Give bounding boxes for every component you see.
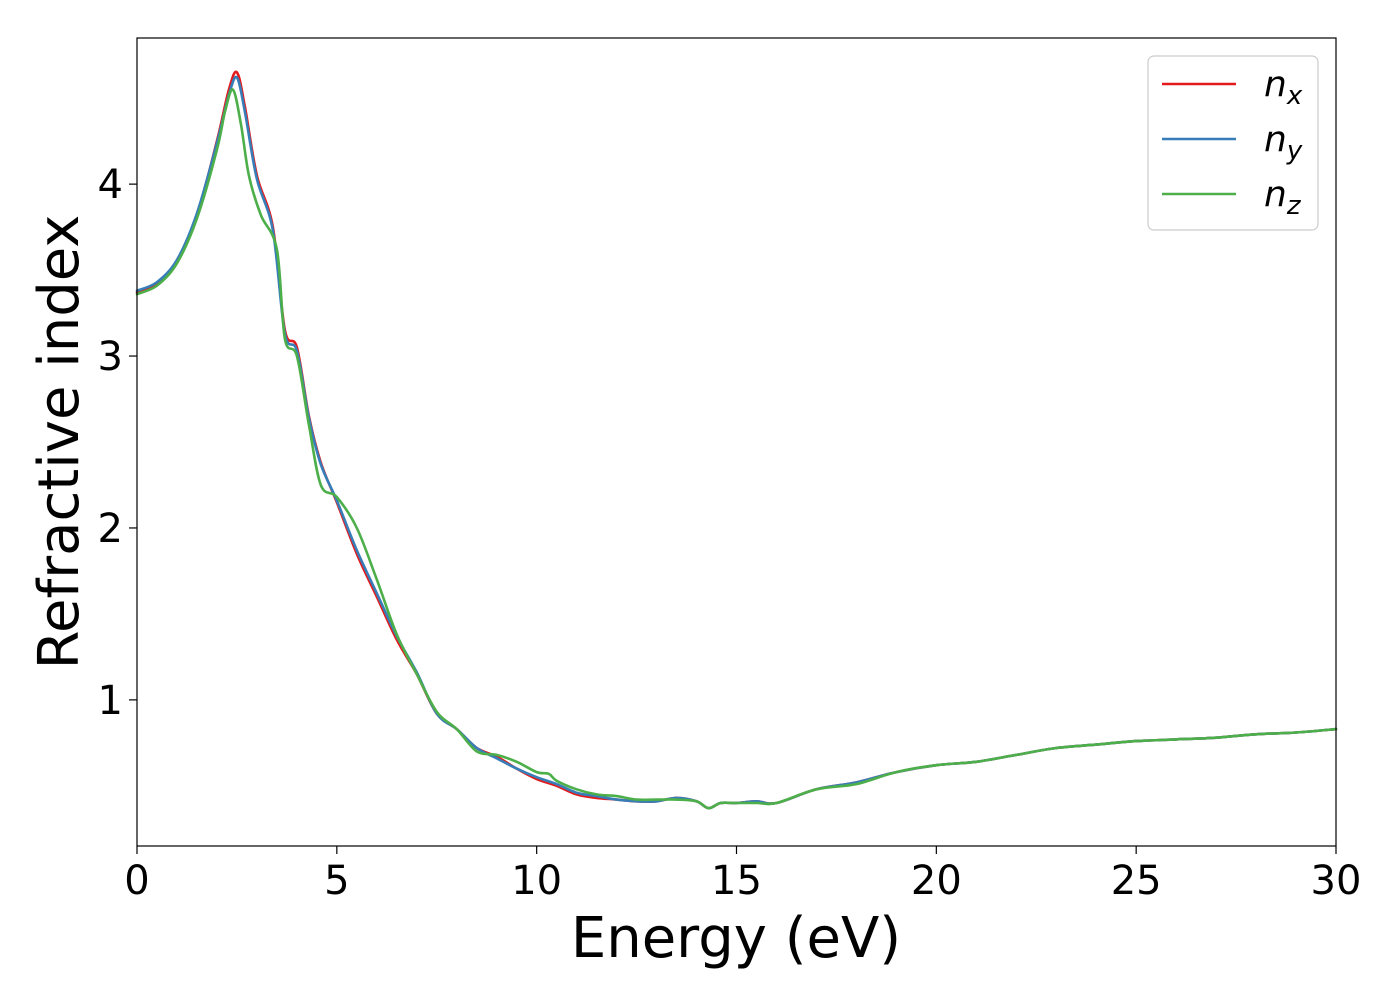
y-axis-ticks: 1 2 3 4 — [98, 162, 137, 724]
legend: nx ny nz — [1147, 55, 1319, 231]
y-tick-label: 4 — [98, 162, 123, 208]
x-axis-ticks: 0 5 10 15 20 25 30 — [124, 846, 1361, 904]
series-layer — [135, 70, 1338, 810]
x-tick-label: 0 — [124, 858, 149, 904]
x-tick-label: 30 — [1311, 858, 1362, 904]
series-line-nz — [135, 88, 1338, 810]
legend-label-nz: nz — [1264, 174, 1302, 221]
y-tick-label: 2 — [98, 506, 123, 552]
y-tick-label: 3 — [98, 334, 123, 380]
legend-label-ny: ny — [1264, 119, 1303, 166]
x-tick-label: 15 — [711, 858, 762, 904]
x-axis-label: Energy (eV) — [571, 906, 901, 971]
plot-background — [137, 38, 1336, 846]
x-tick-label: 10 — [511, 858, 562, 904]
legend-label-nx: nx — [1264, 64, 1303, 111]
legend-box — [1147, 55, 1319, 231]
y-axis-label: Refractive index — [27, 215, 92, 670]
x-tick-label: 5 — [324, 858, 349, 904]
x-tick-label: 20 — [911, 858, 962, 904]
x-tick-label: 25 — [1111, 858, 1162, 904]
y-tick-label: 1 — [98, 678, 123, 724]
